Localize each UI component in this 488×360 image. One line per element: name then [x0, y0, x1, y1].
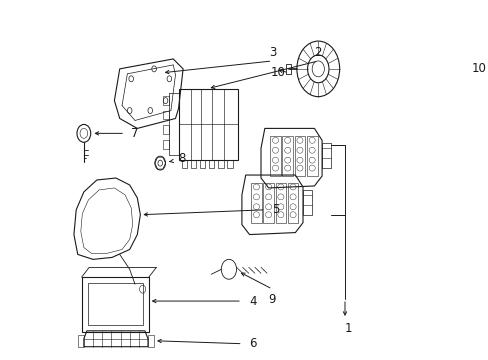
Bar — [250, 183, 261, 223]
Bar — [275, 183, 285, 223]
Bar — [200, 160, 205, 168]
Bar — [87, 283, 142, 325]
Text: 5: 5 — [272, 203, 280, 216]
Text: 7: 7 — [131, 127, 139, 140]
Bar — [78, 335, 83, 347]
Bar — [269, 136, 280, 176]
Bar — [209, 160, 214, 168]
Bar — [163, 125, 169, 134]
Bar — [81, 277, 148, 332]
Text: 3: 3 — [268, 46, 276, 59]
Text: 10: 10 — [470, 62, 485, 75]
Text: 4: 4 — [249, 294, 257, 307]
Bar — [178, 89, 238, 160]
Text: 10: 10 — [270, 66, 285, 79]
Text: 6: 6 — [249, 337, 257, 350]
Bar — [163, 140, 169, 149]
Bar — [285, 64, 290, 74]
Text: 1: 1 — [345, 322, 352, 336]
Bar — [227, 160, 232, 168]
Bar — [163, 96, 169, 105]
Bar — [303, 190, 311, 215]
Text: 9: 9 — [268, 293, 276, 306]
Bar — [181, 160, 186, 168]
Bar — [287, 183, 298, 223]
Bar — [148, 335, 154, 347]
Bar — [263, 183, 273, 223]
Bar — [322, 143, 330, 168]
Text: 8: 8 — [178, 152, 185, 165]
Bar — [190, 160, 196, 168]
Bar — [163, 111, 169, 120]
Bar — [218, 160, 223, 168]
Bar — [294, 136, 305, 176]
Bar — [306, 136, 317, 176]
Text: 2: 2 — [314, 46, 322, 59]
Bar — [282, 136, 292, 176]
